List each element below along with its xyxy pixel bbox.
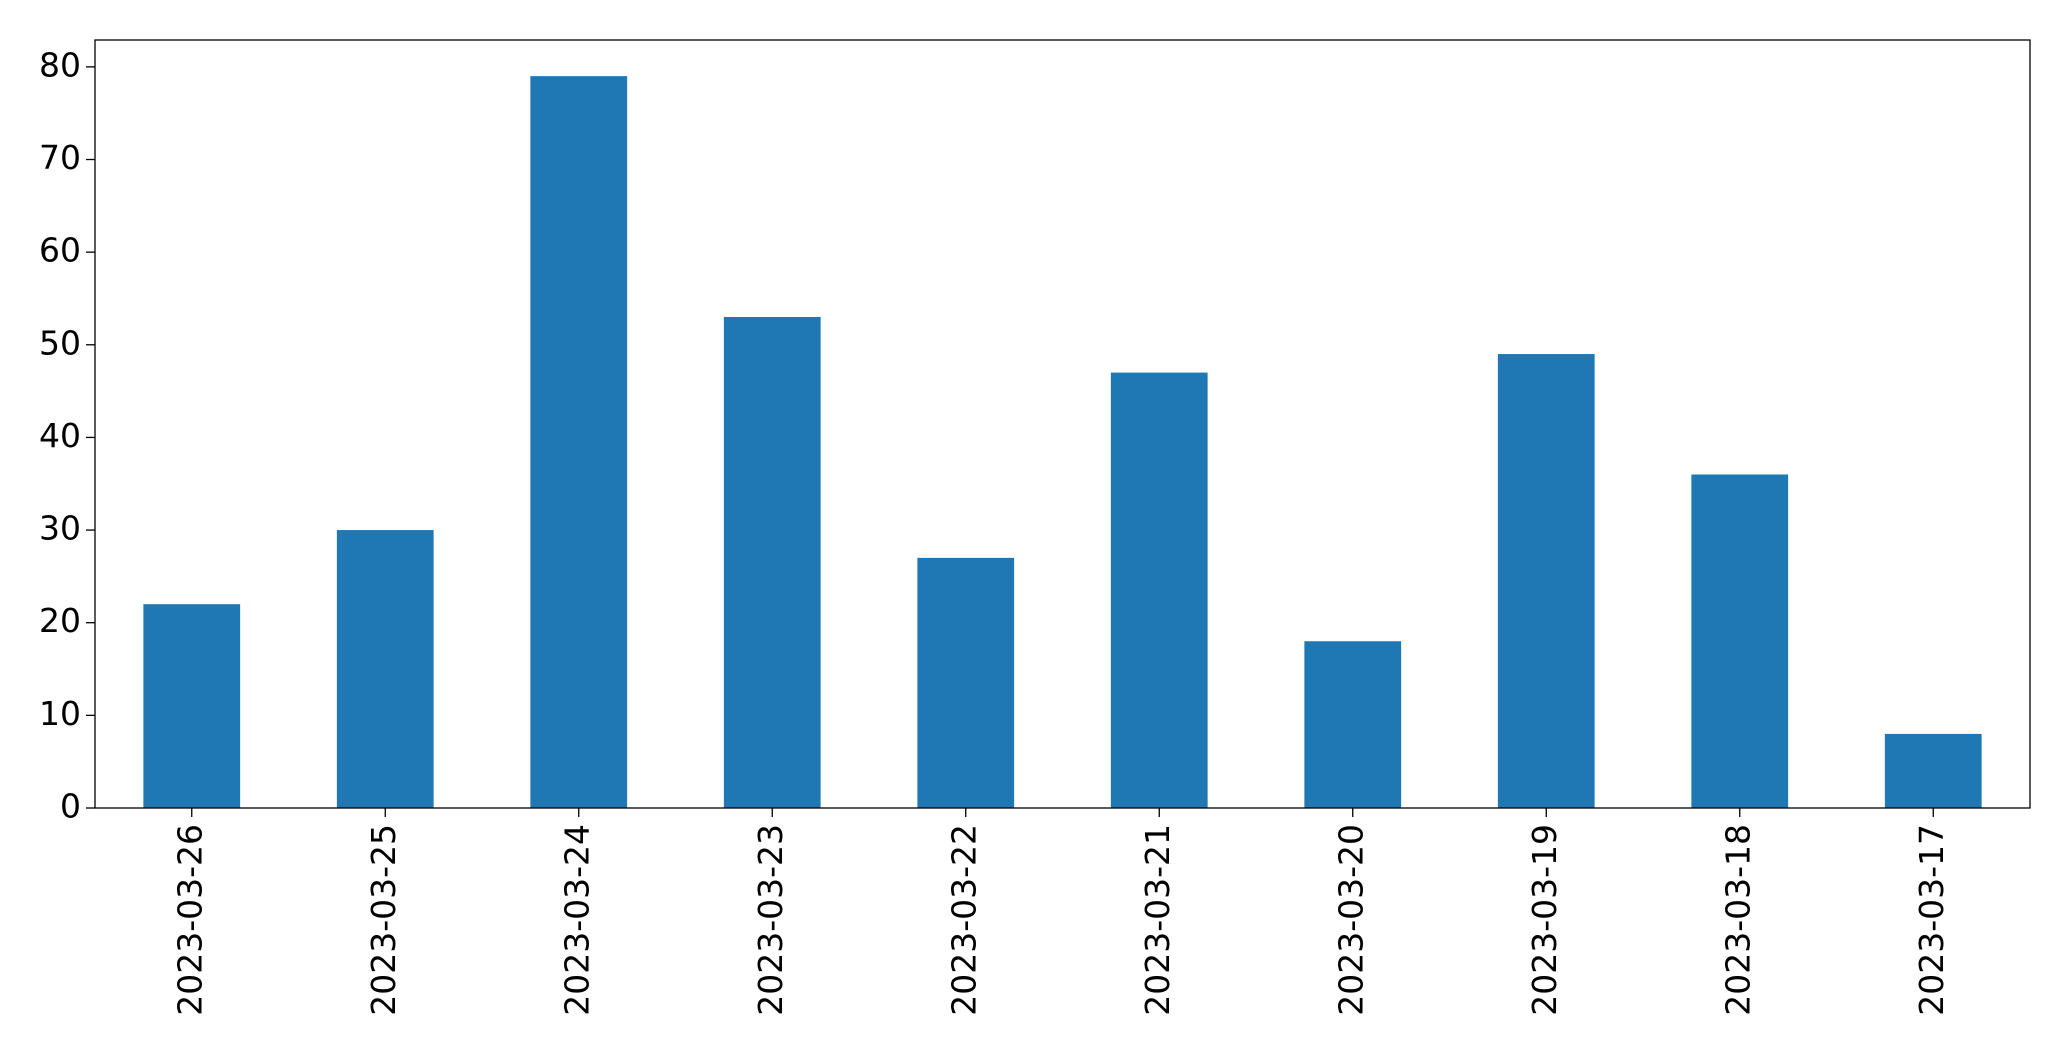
x-tick-label: 2023-03-26 — [170, 824, 209, 1016]
bar — [1691, 474, 1789, 808]
y-tick-label: 60 — [39, 231, 81, 270]
x-tick-label: 2023-03-17 — [1912, 824, 1951, 1016]
y-tick-label: 10 — [39, 694, 81, 733]
bar — [1884, 733, 1982, 808]
y-tick-label: 30 — [39, 509, 81, 548]
bar — [917, 557, 1015, 808]
y-tick-label: 0 — [60, 787, 81, 826]
y-tick-label: 50 — [39, 323, 81, 362]
x-tick-label: 2023-03-22 — [944, 824, 983, 1016]
y-tick-label: 20 — [39, 601, 81, 640]
x-tick-label: 2023-03-24 — [557, 824, 596, 1016]
bar — [1304, 641, 1402, 808]
y-tick-label: 70 — [39, 138, 81, 177]
x-tick-label: 2023-03-23 — [751, 824, 790, 1016]
y-tick-label: 40 — [39, 416, 81, 455]
bar — [530, 76, 628, 809]
x-tick-label: 2023-03-21 — [1138, 824, 1177, 1016]
x-tick-label: 2023-03-19 — [1525, 824, 1564, 1016]
bar — [336, 530, 434, 808]
bar — [143, 604, 241, 808]
bar — [1497, 354, 1595, 808]
bar — [723, 316, 821, 808]
x-tick-label: 2023-03-18 — [1718, 824, 1757, 1016]
x-tick-label: 2023-03-20 — [1331, 824, 1370, 1016]
bar — [1110, 372, 1208, 808]
plot-frame — [94, 39, 2031, 809]
y-tick-label: 80 — [39, 45, 81, 84]
x-tick-label: 2023-03-25 — [364, 824, 403, 1016]
